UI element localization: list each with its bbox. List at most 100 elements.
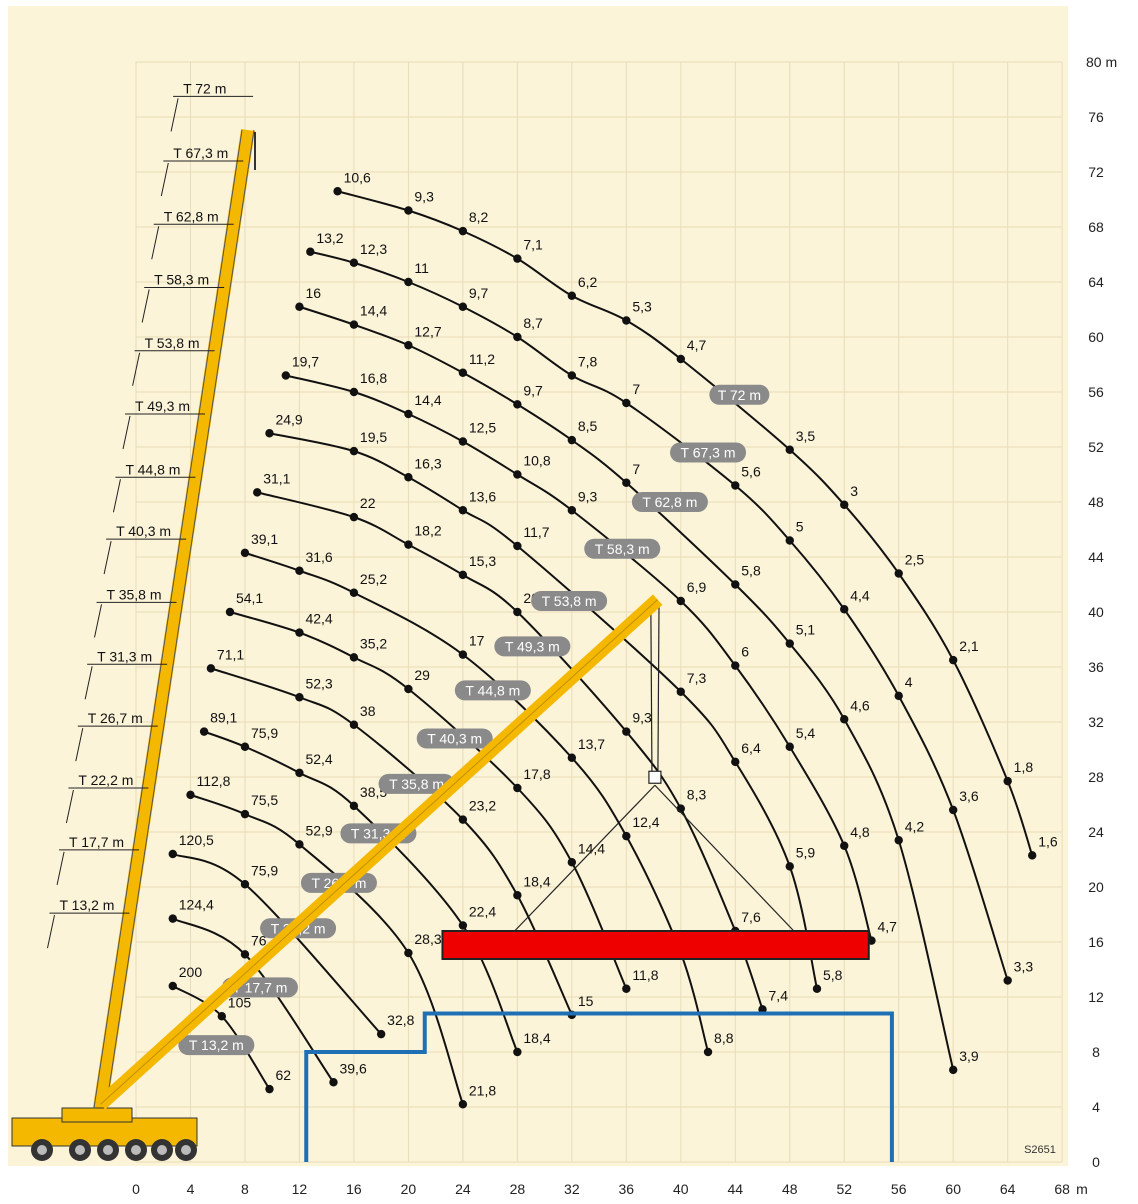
x-tick-label: 12 <box>292 1181 308 1197</box>
x-tick-label: 44 <box>727 1181 743 1197</box>
load-point <box>240 950 250 959</box>
load-point <box>785 639 794 648</box>
load-point <box>333 187 342 196</box>
load-point <box>199 727 209 736</box>
load-value-label: 4,8 <box>850 824 870 840</box>
boom-mark-label: T 58,3 m <box>154 272 209 288</box>
crane-boom-edge <box>105 129 255 1109</box>
load-point <box>840 841 849 850</box>
load-value-label: 3,9 <box>959 1048 979 1064</box>
load-value-label: 21,8 <box>469 1082 496 1098</box>
load-point <box>567 753 577 762</box>
load-point <box>622 984 631 993</box>
y-tick-label: 16 <box>1088 934 1104 950</box>
load-point <box>894 691 903 701</box>
boom-mark-label: T 53,8 m <box>145 335 200 351</box>
load-curve-line <box>172 853 382 1035</box>
load-point <box>731 580 740 589</box>
load-value-label: 31,6 <box>305 549 332 565</box>
load-point <box>812 984 822 993</box>
load-value-label: 8,7 <box>523 315 543 331</box>
boom-mark-label: T 13,2 m <box>59 897 114 913</box>
boom-mark-label: T 40,3 m <box>116 523 171 539</box>
x-tick-label: 32 <box>564 1181 580 1197</box>
load-point <box>513 1047 522 1057</box>
load-point <box>349 653 359 662</box>
load-point <box>758 1005 767 1014</box>
load-value-label: 4,7 <box>687 337 707 353</box>
load-value-label: 6 <box>741 644 749 660</box>
load-value-label: 5,8 <box>741 563 761 579</box>
load-value-label: 13,7 <box>578 736 605 752</box>
y-tick-label: 4 <box>1092 1099 1100 1115</box>
load-value-label: 8,8 <box>714 1030 734 1046</box>
boom-mark-arrow <box>56 851 65 885</box>
load-point <box>404 277 413 287</box>
load-value-label: 7,3 <box>687 670 707 686</box>
load-point <box>295 566 304 575</box>
hoist-rope <box>657 605 660 772</box>
hoist-rope <box>650 605 653 772</box>
load-point <box>622 727 631 736</box>
load-value-label: 12,3 <box>360 241 387 257</box>
load-point <box>349 446 359 456</box>
load-point <box>513 607 522 617</box>
load-value-label: 5 <box>796 519 804 535</box>
boom-length-pill-label: T 40,3 m <box>427 731 482 747</box>
load-point <box>513 332 522 342</box>
load-point <box>513 470 522 479</box>
y-tick-label: 64 <box>1088 274 1104 290</box>
boom-mark-arrow <box>132 352 141 386</box>
y-tick-label: 76 <box>1088 109 1104 125</box>
load-point <box>458 437 468 446</box>
boom-length-pill <box>670 442 747 463</box>
load-value-label: 38 <box>360 703 376 719</box>
load-point <box>168 981 177 991</box>
load-value-label: 15,3 <box>469 553 496 569</box>
x-tick-label: 0 <box>132 1181 140 1197</box>
load-value-label: 23,2 <box>469 798 496 814</box>
load-value-label: 2,1 <box>959 638 979 654</box>
load-point <box>404 206 413 215</box>
x-tick-label: 68 <box>1054 1181 1070 1197</box>
crane-boom-edge <box>93 129 243 1109</box>
boom-mark-label: T 62,8 m <box>164 208 219 224</box>
x-tick-label: 28 <box>510 1181 526 1197</box>
load-value-label: 14,4 <box>414 392 441 408</box>
boom-mark-arrow <box>170 98 179 132</box>
load-value-label: 39,1 <box>251 531 278 547</box>
load-value-label: 52,9 <box>305 822 332 838</box>
crane-wheel-hub <box>181 1145 191 1155</box>
load-value-label: 5,1 <box>796 622 816 638</box>
load-point <box>329 1078 338 1087</box>
load-point <box>168 849 177 859</box>
boom-length-pill-label: T 17,7 m <box>232 979 287 995</box>
load-value-label: 4,4 <box>850 587 870 603</box>
load-value-label: 11,7 <box>523 524 549 540</box>
load-point <box>513 254 522 263</box>
load-point <box>785 742 794 751</box>
load-value-label: 75,9 <box>251 725 278 741</box>
crane-wheel-hub <box>131 1145 141 1155</box>
load-point <box>703 1047 713 1057</box>
load-point <box>404 473 413 482</box>
load-point <box>567 371 577 380</box>
load-value-label: 17 <box>469 633 485 649</box>
load-point <box>349 720 359 729</box>
x-tick-label: 60 <box>945 1181 961 1197</box>
load-point <box>676 354 685 364</box>
load-point <box>306 247 315 256</box>
x-tick-label: 64 <box>1000 1181 1016 1197</box>
x-tick-label: 36 <box>619 1181 635 1197</box>
x-tick-label: 8 <box>241 1181 249 1197</box>
load-value-label: 52,4 <box>305 751 332 767</box>
boom-mark-arrow <box>75 728 84 762</box>
sling-line <box>654 784 795 932</box>
boom-mark-label: T 26,7 m <box>88 710 143 726</box>
load-point <box>622 398 631 408</box>
load-value-label: 11 <box>414 260 429 276</box>
load-value-label: 17,8 <box>523 766 550 782</box>
load-point <box>567 506 577 515</box>
load-point <box>1003 776 1012 786</box>
